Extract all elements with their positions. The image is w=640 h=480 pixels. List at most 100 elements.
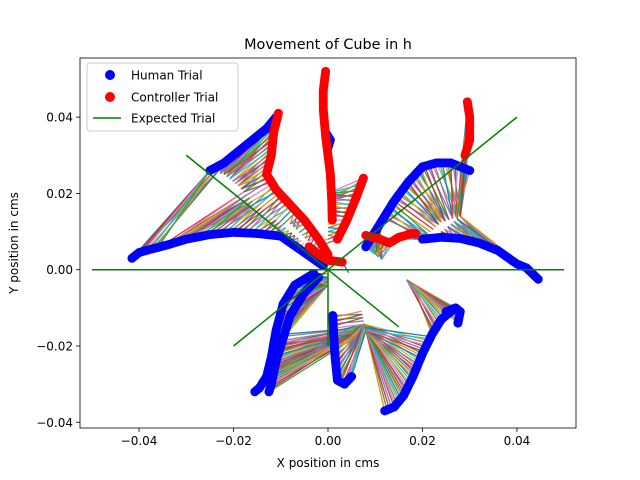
y-tick-label: −0.02 xyxy=(36,339,73,353)
connector-line xyxy=(420,168,442,223)
connector-line xyxy=(364,323,426,348)
connector-line xyxy=(340,323,366,383)
connector-line xyxy=(150,170,211,250)
y-tick-label: 0.02 xyxy=(46,187,73,201)
connector-line xyxy=(406,279,435,332)
connector-line xyxy=(402,189,442,223)
connector-line xyxy=(217,202,256,235)
connector-line xyxy=(409,179,446,222)
connector-line xyxy=(365,330,417,371)
connector-line xyxy=(333,323,365,329)
plot-content xyxy=(91,66,565,416)
connector-line xyxy=(364,323,429,342)
connector-line xyxy=(365,330,405,396)
connector-line xyxy=(396,196,437,228)
connector-line xyxy=(421,166,450,221)
x-tick-label: −0.04 xyxy=(121,434,158,448)
connector-line xyxy=(393,200,434,230)
connector-line xyxy=(243,175,269,193)
connector-line xyxy=(428,164,450,220)
connector-line xyxy=(223,133,274,175)
connector-line xyxy=(333,317,364,327)
connector-line xyxy=(406,279,442,320)
connector-line xyxy=(334,323,365,348)
connector-line xyxy=(403,187,440,225)
connector-line xyxy=(365,330,424,353)
expected-trial-line xyxy=(185,154,400,328)
human-trial-point xyxy=(453,318,463,328)
connector-line xyxy=(226,138,274,178)
connector-line xyxy=(333,323,365,342)
connector-line xyxy=(238,173,267,187)
y-tick-label: −0.04 xyxy=(36,416,73,430)
connector-line xyxy=(426,165,454,219)
connector-line xyxy=(332,310,362,319)
connector-line xyxy=(365,330,427,346)
connector-line xyxy=(364,326,428,344)
connector-line xyxy=(229,142,274,180)
connector-line xyxy=(392,202,429,235)
connector-line xyxy=(219,200,253,235)
y-tick-label: 0.04 xyxy=(46,111,73,125)
series-controller-trial xyxy=(262,66,475,267)
connector-line xyxy=(406,279,439,326)
connector-line xyxy=(365,330,419,365)
connector-line xyxy=(365,330,422,359)
connector-line xyxy=(433,163,454,219)
connector-line xyxy=(365,330,414,377)
human-trial-point xyxy=(533,274,543,284)
connector-line xyxy=(155,171,214,249)
connector-line xyxy=(365,330,397,406)
connector-line xyxy=(364,326,425,350)
connector-line xyxy=(400,191,437,228)
series-human-trial xyxy=(127,112,543,416)
legend-label-human-trial: Human Trial xyxy=(131,69,203,83)
connector-line xyxy=(232,146,273,182)
connector-line xyxy=(333,323,365,336)
connector-line xyxy=(243,181,272,193)
connector-line xyxy=(365,326,431,338)
connector-line xyxy=(349,324,366,379)
connector-line xyxy=(246,179,271,196)
connector-line xyxy=(147,171,214,251)
connector-line xyxy=(365,330,408,390)
connector-line xyxy=(350,330,367,377)
connector-line xyxy=(206,197,251,236)
x-tick-label: −0.02 xyxy=(215,434,252,448)
connector-line xyxy=(336,323,366,379)
connector-line xyxy=(414,174,446,222)
legend-label-expected-trial: Expected Trial xyxy=(131,112,215,126)
connector-line xyxy=(143,170,211,252)
y-tick-label: 0.00 xyxy=(46,263,73,277)
connector-line xyxy=(334,323,365,354)
chart-title: Movement of Cube in h xyxy=(244,37,412,53)
connector-line xyxy=(334,323,365,360)
connector-line xyxy=(452,165,459,219)
connector-line xyxy=(223,127,276,175)
connector-line xyxy=(232,152,272,182)
connector-line xyxy=(185,194,248,240)
connector-line xyxy=(406,183,442,223)
connector-line xyxy=(391,204,431,233)
human-trial-point xyxy=(465,166,475,176)
x-tick-label: 0.04 xyxy=(504,434,531,448)
legend-marker-controller-trial xyxy=(105,92,115,102)
connector-line xyxy=(412,176,450,221)
y-axis-label: Y position in cms xyxy=(7,192,21,295)
x-tick-label: 0.00 xyxy=(315,434,342,448)
connector-line xyxy=(441,162,454,219)
x-tick-label: 0.02 xyxy=(409,434,436,448)
connector-line xyxy=(229,148,273,180)
y-axis-ticks: −0.04 −0.02 0.00 0.02 0.04 xyxy=(36,111,80,430)
connector-line xyxy=(232,158,271,182)
connector-line xyxy=(212,200,253,235)
x-axis-label: X position in cms xyxy=(277,456,380,470)
connector-line xyxy=(410,178,442,223)
connector-line xyxy=(365,330,401,401)
connector-line xyxy=(365,330,391,410)
connector-line xyxy=(424,165,446,222)
human-trial-point xyxy=(347,372,357,382)
connector-line xyxy=(235,163,270,185)
expected-trial-line xyxy=(233,116,518,347)
